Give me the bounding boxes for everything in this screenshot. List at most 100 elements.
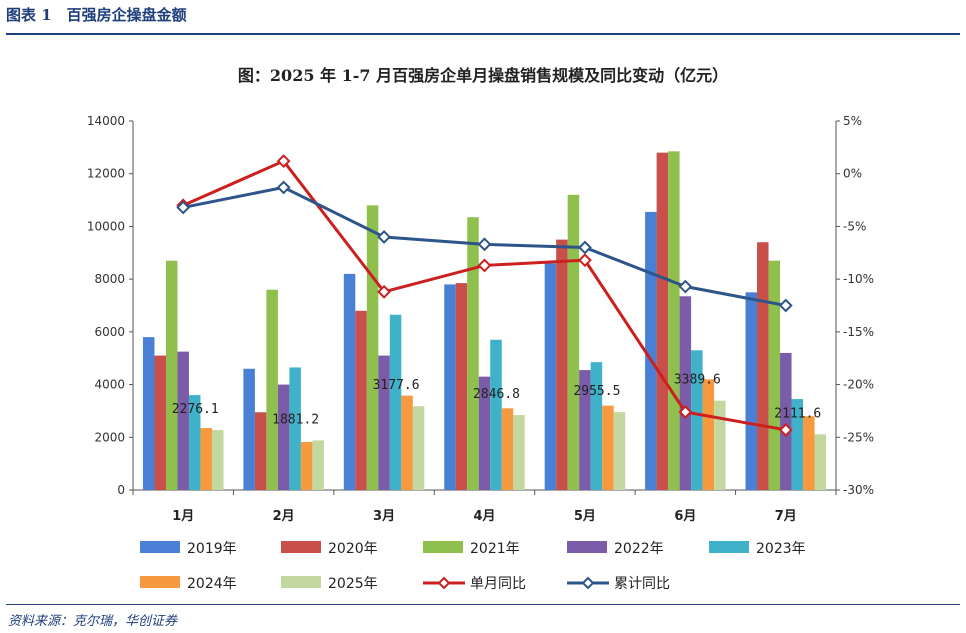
data-label: 3177.6 [373, 378, 420, 393]
data-label: 1881.2 [272, 412, 319, 427]
bar [266, 289, 278, 490]
legend-label: 单月同比 [470, 576, 526, 592]
legend-label: 2021年 [470, 541, 520, 557]
y-tick-label: 4000 [94, 378, 125, 392]
y-tick-label: 14000 [87, 114, 125, 128]
legend-label: 累计同比 [614, 576, 670, 592]
bar [768, 260, 781, 490]
x-tick-label: 5月 [574, 509, 596, 524]
bar [803, 416, 815, 490]
bar [165, 260, 178, 490]
y2-tick-label: -20% [843, 378, 874, 392]
bars-group [142, 151, 827, 491]
line-point [276, 154, 291, 168]
bar [343, 273, 356, 490]
source-note: 资料来源：克尔瑞，华创证券 [8, 614, 178, 629]
x-tick-label: 7月 [775, 509, 797, 524]
legend-swatch [709, 541, 749, 553]
legend-label: 2020年 [328, 541, 378, 557]
data-label: 2276.1 [172, 402, 219, 417]
y-tick-label: 6000 [94, 325, 125, 339]
legend-label: 2024年 [187, 576, 237, 592]
y2-tick-label: 0% [843, 167, 862, 181]
line-point [477, 258, 492, 273]
y-tick-label: 2000 [94, 430, 125, 444]
figure-label: 图表 1 百强房企操盘金额 [6, 6, 187, 24]
bar [702, 379, 715, 490]
bar [154, 355, 166, 490]
x-tick-label: 2月 [273, 509, 295, 524]
bar [444, 284, 456, 490]
bar [501, 408, 514, 490]
bar [211, 430, 224, 490]
bar [613, 412, 626, 490]
legend-swatch [281, 576, 321, 588]
line-point [578, 240, 592, 255]
bar [668, 151, 680, 490]
bar [289, 367, 301, 490]
legend-label: 2025年 [328, 576, 378, 592]
legend-swatch [567, 541, 607, 553]
legend-swatch [423, 541, 463, 553]
bar [757, 242, 769, 490]
bar [679, 296, 692, 490]
bar [467, 217, 479, 491]
chart-title: 图：2025 年 1-7 月百强房企单月操盘销售规模及同比变动（亿元） [237, 66, 729, 85]
bar [188, 395, 201, 490]
data-label: 2955.5 [573, 384, 620, 399]
line-point [778, 422, 793, 437]
x-tick-label: 4月 [473, 509, 495, 524]
line-point [377, 230, 391, 244]
bar [791, 399, 804, 490]
x-tick-label: 6月 [674, 509, 696, 524]
y2-tick-label: -10% [843, 272, 874, 286]
bar [645, 211, 657, 491]
y2-tick-label: -5% [843, 219, 866, 233]
legend-label: 2022年 [614, 541, 664, 557]
y2-tick-label: 5% [843, 114, 862, 128]
bar [401, 395, 413, 490]
bar [455, 283, 468, 490]
legend-label: 2023年 [756, 541, 806, 557]
lines-group [176, 154, 793, 437]
line-point [578, 253, 592, 268]
bar [490, 339, 502, 490]
y2-tick-label: -15% [843, 325, 874, 339]
bar [300, 442, 313, 490]
bar [513, 414, 525, 490]
legend-swatch [281, 541, 321, 553]
y-tick-label: 12000 [87, 167, 125, 181]
bar [780, 352, 792, 490]
y-tick-label: 0 [117, 483, 125, 497]
bar [378, 355, 390, 490]
bar [389, 314, 402, 490]
footer-rule [6, 604, 960, 605]
line-point [276, 180, 291, 195]
bar [656, 152, 669, 490]
line-point [377, 284, 391, 299]
bar [691, 350, 703, 490]
bar [177, 351, 189, 490]
bar [277, 384, 290, 490]
data-label: 2846.8 [473, 387, 520, 402]
y-tick-label: 10000 [87, 219, 125, 233]
bar [366, 205, 379, 491]
data-label: 2111.6 [774, 406, 821, 421]
line-point [678, 405, 693, 419]
legend-swatch [140, 576, 180, 588]
header-rule [6, 33, 960, 35]
bar [602, 405, 614, 490]
y2-tick-label: -30% [843, 483, 874, 497]
legend-label: 2019年 [187, 541, 237, 557]
legend: 2019年 2020年 2021年 2022年 2023年 2024年 2025年 单月同比 累… [140, 541, 806, 592]
bar [814, 434, 827, 490]
y2-tick-label: -25% [843, 430, 874, 444]
legend-swatch-marker [581, 576, 595, 590]
x-tick-label: 1月 [172, 509, 194, 524]
y-tick-label: 8000 [94, 272, 125, 286]
bar [355, 310, 367, 490]
x-tick-label: 3月 [373, 509, 395, 524]
line-point [778, 298, 793, 313]
data-label: 3389.6 [674, 373, 721, 388]
bar [745, 292, 758, 490]
